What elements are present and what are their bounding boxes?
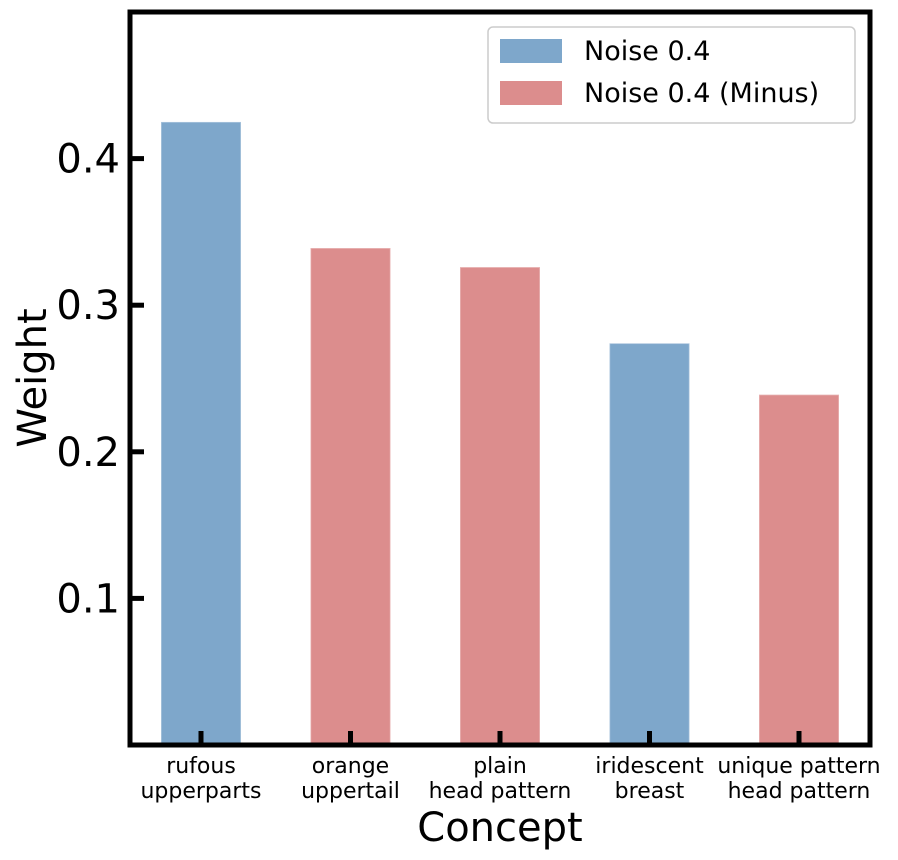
legend-label: Noise 0.4: [584, 36, 710, 67]
legend: Noise 0.4 Noise 0.4 (Minus): [487, 26, 856, 124]
y-tick-label: 0.2: [56, 430, 120, 476]
legend-label: Noise 0.4 (Minus): [584, 78, 819, 109]
y-axis-ticks: 0.1 0.2 0.3 0.4: [56, 137, 144, 622]
bar: [309, 247, 392, 746]
y-tick-label: 0.3: [56, 283, 120, 329]
x-axis-ticks: rufous upperparts orange uppertail plain head…: [140, 731, 881, 804]
bar: [160, 121, 242, 746]
legend-swatch: [500, 39, 562, 63]
x-tick-label: plain head pattern: [429, 754, 572, 804]
x-tick-label: unique pattern head pattern: [717, 754, 880, 804]
y-tick-label: 0.4: [56, 137, 120, 183]
bar: [608, 342, 691, 746]
x-tick-label: orange uppertail: [301, 754, 400, 804]
x-axis-label: Concept: [417, 805, 582, 851]
x-tick-label: iridescent breast: [595, 754, 704, 804]
bars: [160, 121, 840, 746]
legend-swatch: [500, 81, 562, 105]
y-tick-label: 0.1: [56, 576, 120, 622]
bar: [459, 266, 541, 746]
bar: [758, 393, 840, 746]
y-axis-label: Weight: [10, 308, 56, 447]
legend-box: [487, 26, 856, 124]
x-tick-label: rufous upperparts: [140, 754, 261, 804]
